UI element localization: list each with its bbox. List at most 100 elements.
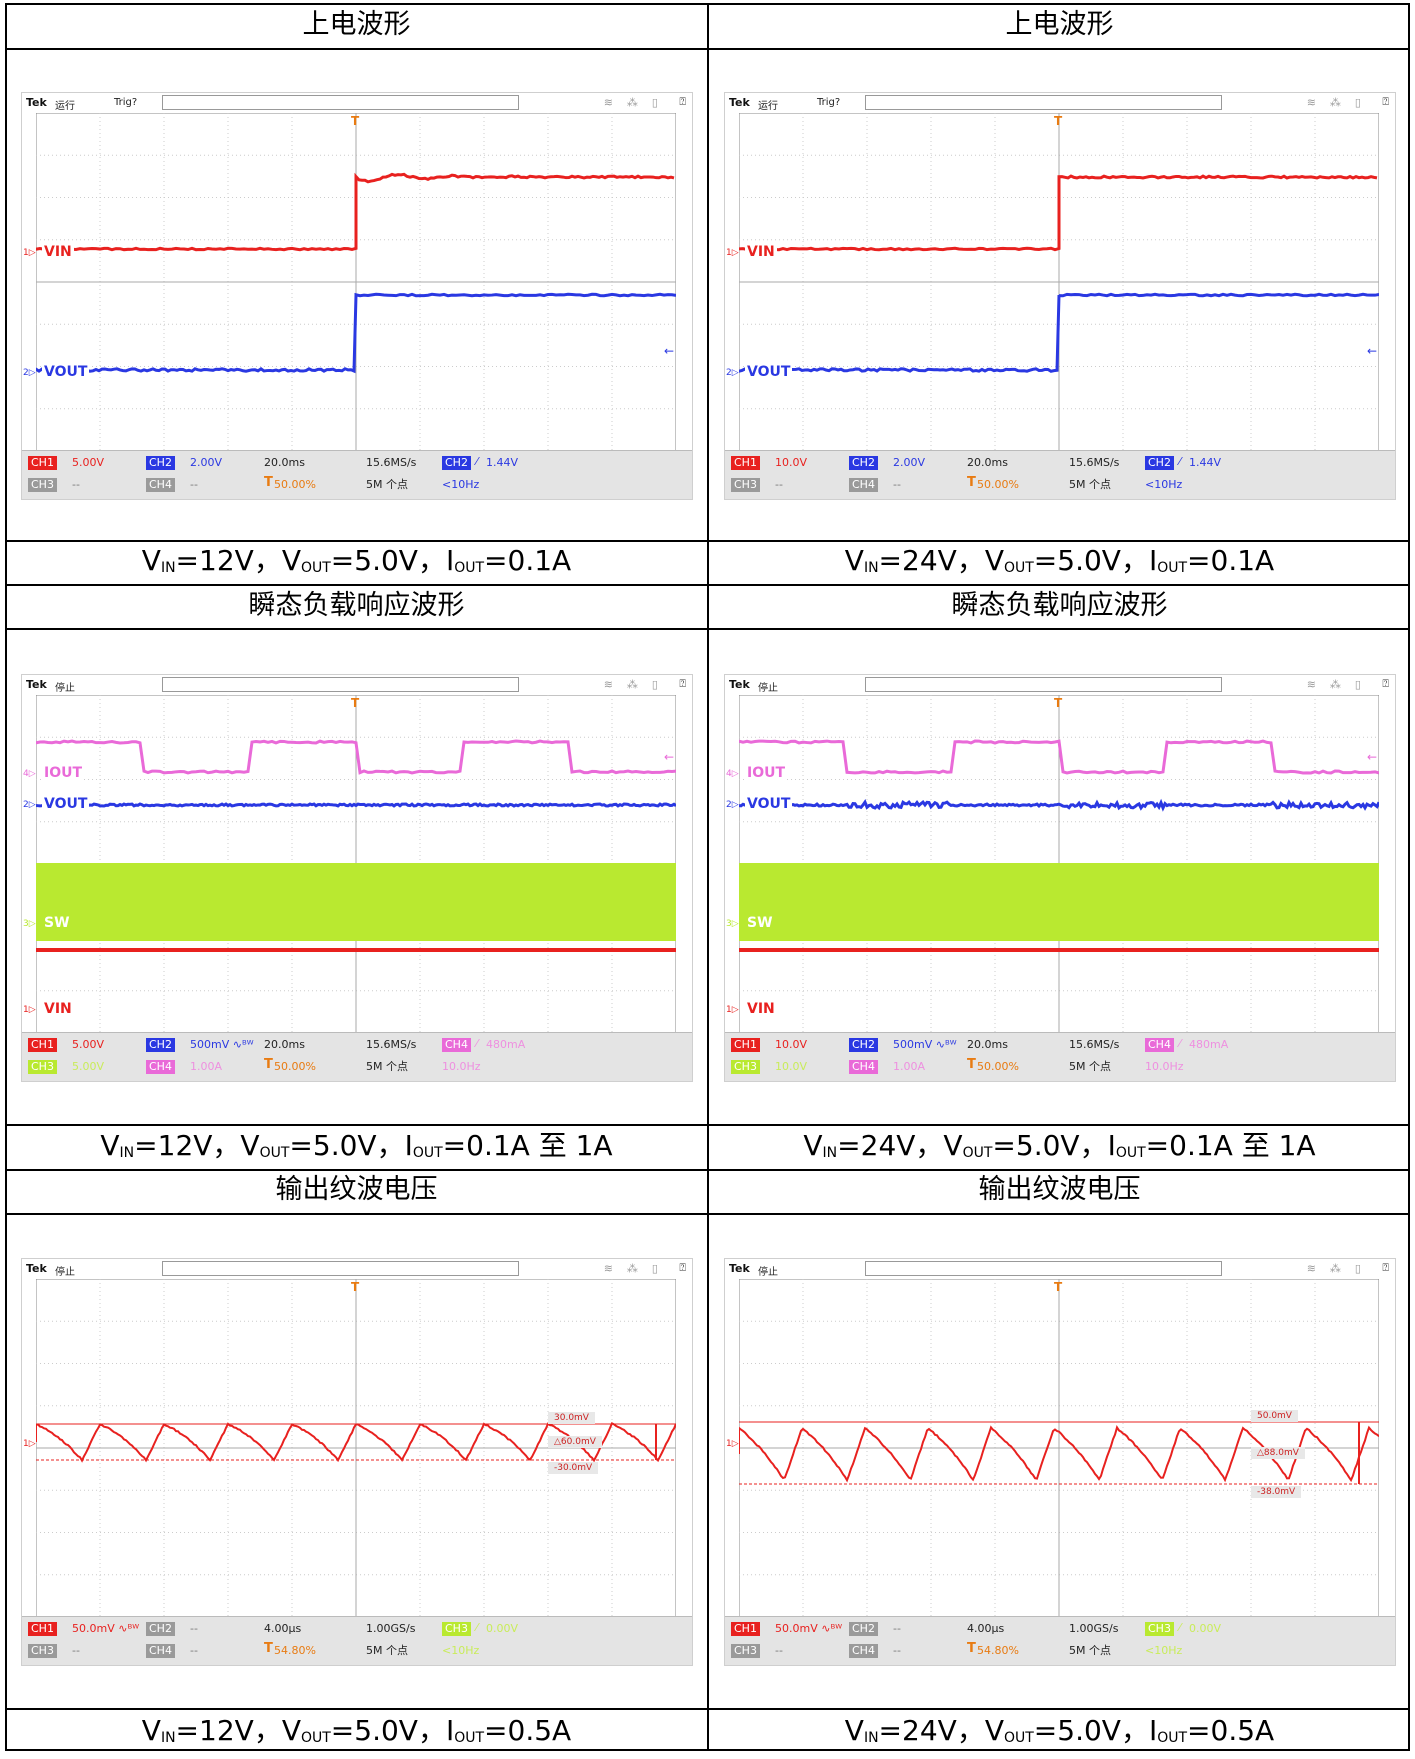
acquisition-state: 运行 bbox=[55, 97, 75, 112]
channel-tag[interactable]: CH4 bbox=[146, 1644, 175, 1658]
tek-logo: Tek bbox=[729, 96, 750, 109]
scope-status-bar: CH1 5.00V CH2 500mV ∿ᴮᵂ CH3 5.00V CH4 1.00A 20.0… bbox=[22, 1032, 692, 1081]
channel-marker[interactable]: 1▷ bbox=[726, 1439, 739, 1449]
record-view-bar bbox=[865, 1261, 1222, 1276]
channel-marker[interactable]: 3▷ bbox=[23, 919, 36, 929]
channel-marker[interactable]: 1▷ bbox=[23, 248, 36, 258]
trigger-position-icon: T bbox=[967, 476, 976, 490]
scope-toolbar: Tek 运行 Trig? ≋⁂▯ ⍰ bbox=[725, 93, 1395, 113]
sample-rate: 15.6MS/s bbox=[1069, 456, 1119, 470]
acquisition-state: 运行 bbox=[758, 97, 778, 112]
trigger-position: 54.80% bbox=[274, 1644, 316, 1658]
trigger-position-icon: T bbox=[967, 1058, 976, 1072]
channel-tag[interactable]: CH3 bbox=[731, 1060, 760, 1074]
trigger-channel-tag[interactable]: CH4 bbox=[1145, 1038, 1174, 1052]
trigger-channel-tag[interactable]: CH2 bbox=[1145, 456, 1174, 470]
channel-tag[interactable]: CH3 bbox=[28, 1060, 57, 1074]
trigger-channel-tag[interactable]: CH3 bbox=[1145, 1622, 1174, 1636]
oscilloscope-screenshot: Tek 运行 Trig? ≋⁂▯ ⍰ T ← 1▷ VIN 2▷ VOUT CH1 5.00V CH2 2.… bbox=[21, 92, 693, 500]
offset-marker: ← bbox=[664, 344, 674, 358]
trigger-channel-tag[interactable]: CH3 bbox=[442, 1622, 471, 1636]
tek-logo: Tek bbox=[26, 1262, 47, 1275]
help-icon[interactable]: ⍰ bbox=[1382, 677, 1389, 691]
channel-marker[interactable]: 2▷ bbox=[726, 368, 739, 378]
channel-marker[interactable]: 1▷ bbox=[23, 1005, 36, 1015]
channel-marker[interactable]: 4▷ bbox=[23, 769, 36, 779]
channel-scale: -- bbox=[893, 1644, 901, 1658]
cursor-delta-readout: △88.0mV bbox=[1251, 1447, 1305, 1459]
status-icons: ≋⁂▯ bbox=[604, 678, 672, 691]
channel-marker[interactable]: 1▷ bbox=[726, 248, 739, 258]
record-view-bar bbox=[162, 1261, 519, 1276]
graticule: T← bbox=[36, 695, 676, 1033]
channel-tag[interactable]: CH1 bbox=[731, 456, 760, 470]
channel-marker[interactable]: 2▷ bbox=[726, 800, 739, 810]
trigger-position-icon: T bbox=[264, 1642, 273, 1656]
scope-status-bar: CH1 50.0mV ∿ᴮᵂ CH2 -- CH3 -- CH4 -- 4.00µs T 54.80… bbox=[725, 1616, 1395, 1665]
channel-tag[interactable]: CH4 bbox=[849, 1644, 878, 1658]
channel-tag[interactable]: CH2 bbox=[146, 456, 175, 470]
iout-value: 0.1A 至 1A bbox=[466, 1129, 612, 1162]
channel-tag[interactable]: CH4 bbox=[146, 478, 175, 492]
trigger-channel-tag[interactable]: CH2 bbox=[442, 456, 471, 470]
help-icon[interactable]: ⍰ bbox=[679, 95, 686, 109]
channel-marker[interactable]: 2▷ bbox=[23, 368, 36, 378]
section-title: 上电波形 bbox=[5, 5, 708, 45]
channel-tag[interactable]: CH2 bbox=[849, 1038, 878, 1052]
channel-marker[interactable]: 1▷ bbox=[23, 1439, 36, 1449]
channel-tag[interactable]: CH2 bbox=[849, 456, 878, 470]
channel-tag[interactable]: CH1 bbox=[28, 456, 57, 470]
tek-logo: Tek bbox=[26, 678, 47, 691]
channel-tag[interactable]: CH3 bbox=[731, 478, 760, 492]
channel-tag[interactable]: CH1 bbox=[28, 1038, 57, 1052]
channel-scale: -- bbox=[72, 478, 80, 492]
channel-marker[interactable]: 1▷ bbox=[726, 1005, 739, 1015]
test-condition-caption: VIN=24V，VOUT=5.0V，IOUT=0.1A bbox=[708, 540, 1411, 582]
channel-marker[interactable]: 3▷ bbox=[726, 919, 739, 929]
channel-tag[interactable]: CH2 bbox=[849, 1622, 878, 1636]
record-view-bar bbox=[162, 677, 519, 692]
cursor-delta-readout: △60.0mV bbox=[548, 1436, 602, 1448]
channel-marker[interactable]: 4▷ bbox=[726, 769, 739, 779]
channel-tag[interactable]: CH3 bbox=[731, 1644, 760, 1658]
timebase: 20.0ms bbox=[264, 1038, 305, 1052]
tek-logo: Tek bbox=[26, 96, 47, 109]
channel-scale: 500mV ∿ᴮᵂ bbox=[190, 1038, 254, 1052]
sw-node-trace bbox=[739, 863, 1379, 941]
channel-label: IOUT bbox=[745, 765, 787, 781]
channel-tag[interactable]: CH4 bbox=[849, 478, 878, 492]
channel-marker[interactable]: 2▷ bbox=[23, 800, 36, 810]
trigger-state: Trig? bbox=[114, 97, 137, 108]
help-icon[interactable]: ⍰ bbox=[679, 1261, 686, 1275]
help-icon[interactable]: ⍰ bbox=[1382, 1261, 1389, 1275]
trigger-position: 50.00% bbox=[274, 478, 316, 492]
status-icons: ≋⁂▯ bbox=[1307, 678, 1375, 691]
scope-toolbar: Tek 停止 ≋⁂▯ ⍰ bbox=[22, 675, 692, 695]
acquisition-state: 停止 bbox=[55, 1263, 75, 1278]
trigger-slope-icon: ⁄ bbox=[1179, 455, 1181, 469]
channel-tag[interactable]: CH1 bbox=[28, 1622, 57, 1636]
channel-tag[interactable]: CH2 bbox=[146, 1038, 175, 1052]
graticule: T← bbox=[36, 113, 676, 451]
trigger-channel-tag[interactable]: CH4 bbox=[442, 1038, 471, 1052]
help-icon[interactable]: ⍰ bbox=[1382, 95, 1389, 109]
channel-tag[interactable]: CH1 bbox=[731, 1622, 760, 1636]
trigger-position: 50.00% bbox=[977, 478, 1019, 492]
trigger-position-icon: T bbox=[264, 476, 273, 490]
trigger-level: 480mA bbox=[1189, 1038, 1228, 1052]
channel-tag[interactable]: CH4 bbox=[146, 1060, 175, 1074]
status-icons: ≋⁂▯ bbox=[604, 1262, 672, 1275]
help-icon[interactable]: ⍰ bbox=[679, 677, 686, 691]
channel-tag[interactable]: CH2 bbox=[146, 1622, 175, 1636]
timebase: 20.0ms bbox=[264, 456, 305, 470]
vin-value: 12V bbox=[199, 544, 254, 577]
channel-label: SW bbox=[745, 915, 775, 931]
sw-node-trace bbox=[36, 863, 676, 941]
channel-tag[interactable]: CH4 bbox=[849, 1060, 878, 1074]
channel-tag[interactable]: CH1 bbox=[731, 1038, 760, 1052]
acquisition-state: 停止 bbox=[758, 1263, 778, 1278]
offset-marker: ← bbox=[1367, 344, 1377, 358]
channel-tag[interactable]: CH3 bbox=[28, 1644, 57, 1658]
trigger-level: 1.44V bbox=[1189, 456, 1221, 470]
channel-tag[interactable]: CH3 bbox=[28, 478, 57, 492]
